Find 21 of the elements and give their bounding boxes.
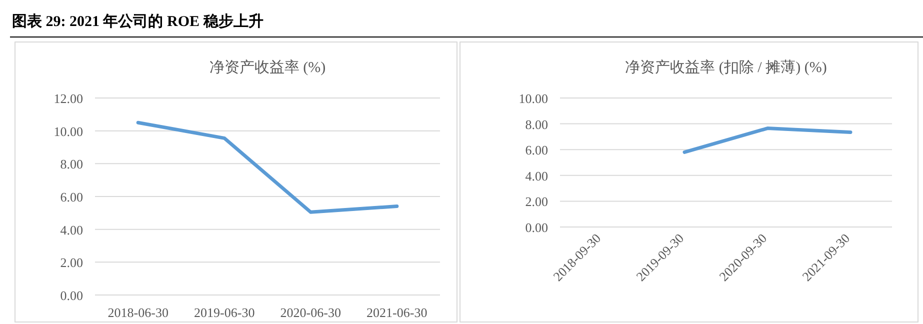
y-tick-label: 2.00 bbox=[525, 194, 548, 210]
y-tick-label: 4.00 bbox=[525, 168, 548, 184]
y-tick-label: 8.00 bbox=[60, 156, 83, 172]
x-tick-label: 2020-06-30 bbox=[280, 305, 341, 320]
y-tick-label: 6.00 bbox=[525, 142, 548, 158]
y-tick-label: 10.00 bbox=[518, 91, 548, 106]
line-series bbox=[136, 120, 399, 214]
y-tick-label: 0.00 bbox=[525, 220, 548, 235]
x-tick-label: 2018-06-30 bbox=[108, 305, 168, 320]
chart-title: 净资产收益率 (扣除 / 摊薄) (%) bbox=[625, 59, 827, 76]
chart-title: 净资产收益率 (%) bbox=[209, 59, 326, 76]
y-tick-label: 12.00 bbox=[54, 91, 83, 106]
y-tick-label: 2.00 bbox=[60, 255, 83, 270]
y-tick-label: 8.00 bbox=[525, 116, 548, 132]
y-tick-label: 10.00 bbox=[54, 124, 83, 139]
x-tick-label: 2019-06-30 bbox=[194, 305, 255, 320]
y-tick-label: 0.00 bbox=[60, 288, 83, 303]
y-tick-label: 4.00 bbox=[60, 222, 83, 238]
text: 图表 29: 2021 年公司的 ROE 稳步上升 bbox=[12, 13, 264, 30]
x-tick-label: 2021-06-30 bbox=[366, 305, 428, 320]
y-tick-label: 6.00 bbox=[60, 190, 83, 204]
